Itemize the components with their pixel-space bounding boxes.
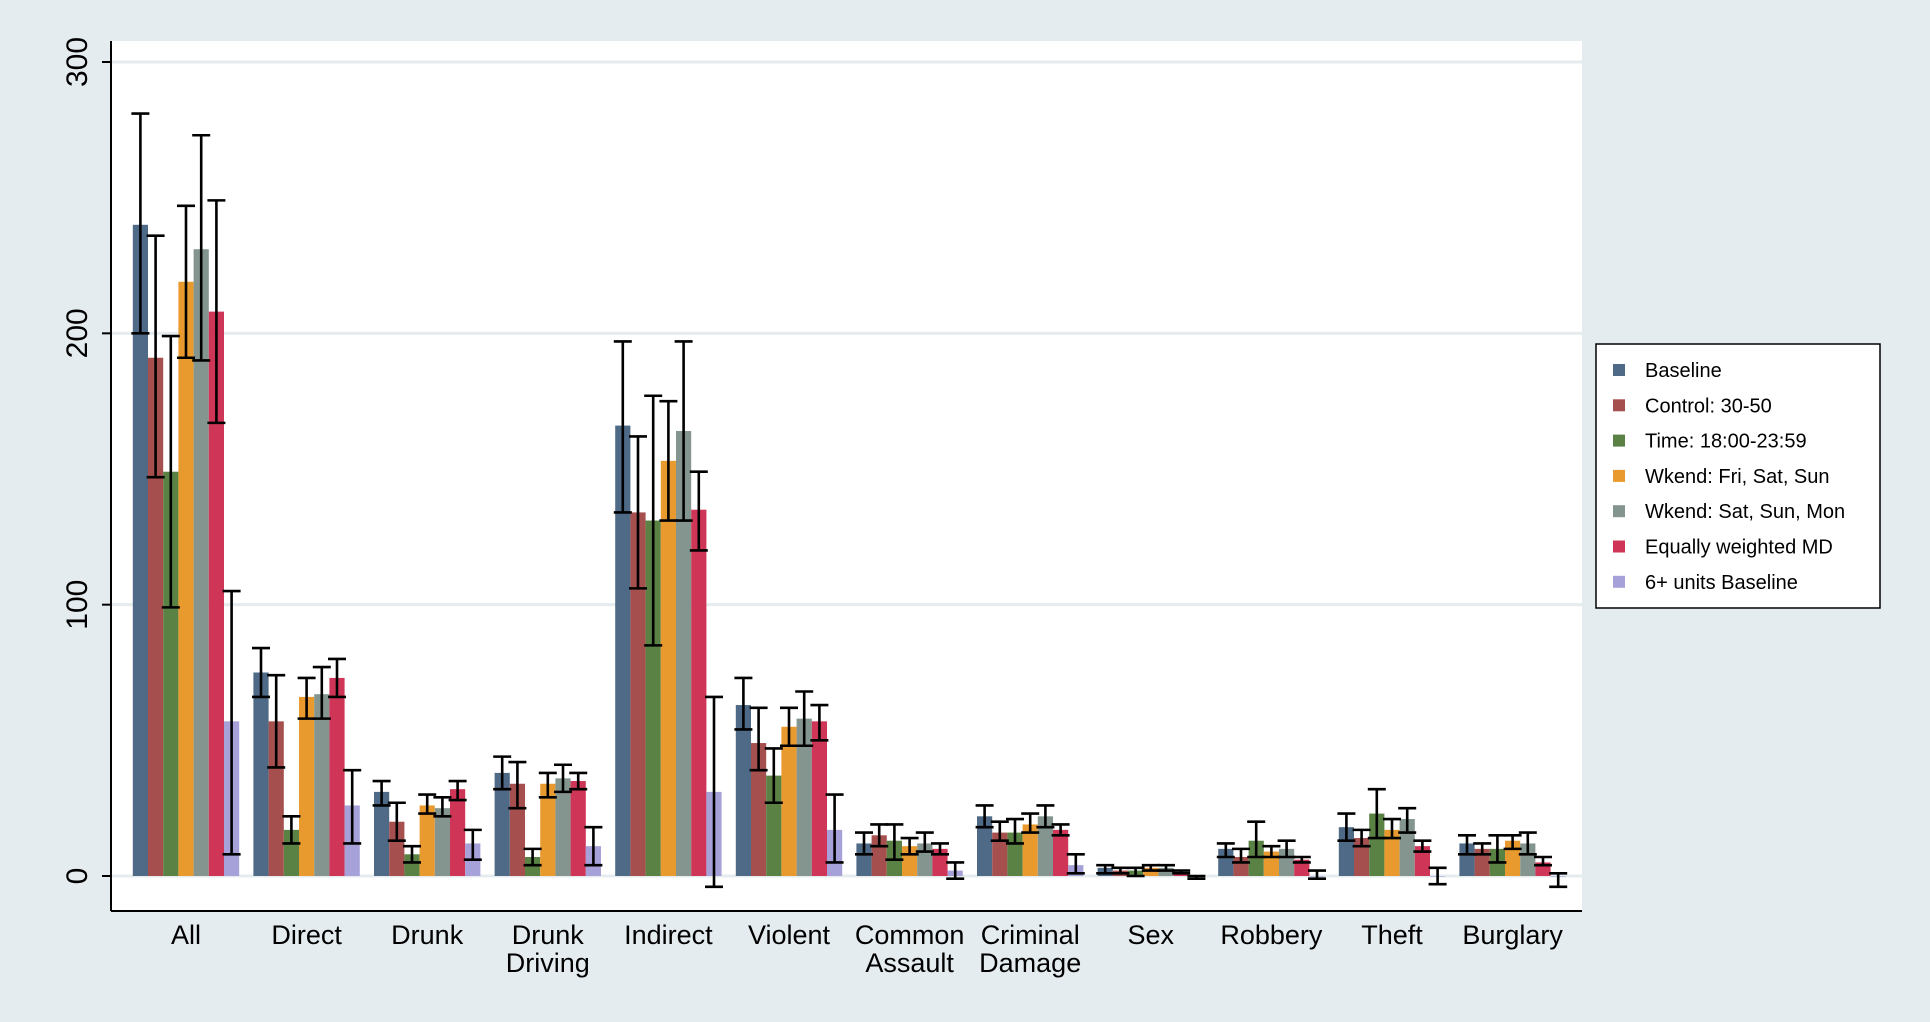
legend-label: Equally weighted MD [1645,537,1833,559]
bar [1369,813,1385,876]
bar [1037,816,1053,876]
bar [178,281,194,876]
bar [419,805,435,876]
x-tick-label: Drunk [391,920,464,950]
bar [1053,829,1069,876]
bar [555,778,571,876]
bar [132,224,148,877]
legend-label: 6+ units Baseline [1645,572,1798,594]
bar [268,721,284,876]
x-tick-label: Assault [865,948,954,978]
legend-swatch [1613,469,1625,482]
legend-label: Time: 18:00-23:59 [1645,431,1807,453]
bar [796,718,812,876]
bar [1520,843,1536,876]
plot-region [111,41,1582,911]
bar [1384,829,1400,876]
y-tick-label: 0 [61,868,94,885]
bar [494,772,510,876]
bar [253,672,269,876]
bar [314,694,330,876]
bar [992,832,1008,876]
bar [811,721,827,876]
bars [132,224,1566,877]
bar [509,783,525,876]
bar [404,854,420,876]
bar [691,509,707,876]
legend-swatch [1613,575,1625,588]
x-tick-label: Indirect [624,920,713,950]
bar [1173,873,1189,876]
x-tick-label: Robbery [1220,920,1323,950]
bar [389,821,405,876]
error-bars [131,112,1568,889]
legend: Baseline Control: 30-50 Time: 18:00-23:59 W… [1595,343,1881,609]
bar [570,781,586,876]
bar [525,857,541,876]
legend-swatch [1613,399,1625,412]
bar [751,743,767,876]
bar [977,816,993,876]
bar [1338,827,1354,876]
bar [781,726,797,876]
legend-swatch [1613,364,1625,376]
bar [1354,838,1370,876]
legend-label: Wkend: Sat, Sun, Mon [1645,501,1845,523]
legend-swatch [1613,505,1625,518]
x-tick-label: Sex [1128,920,1175,950]
legend-swatch [1613,434,1625,447]
bar [1414,846,1430,876]
bar [540,783,556,876]
x-tick-label: Direct [271,920,342,950]
x-tick-label: Theft [1361,920,1423,950]
bar [645,520,661,876]
bar [615,425,631,876]
bar [1158,867,1174,876]
bar [329,677,345,876]
bar [1294,859,1310,876]
x-tick-label: Criminal [981,920,1080,950]
bar [208,311,224,876]
x-tick-label: Violent [748,920,831,950]
bar [283,829,299,876]
x-tick-label: Drunk [512,920,585,950]
y-tick-label: 100 [61,580,94,630]
legend-label: Baseline [1645,360,1722,382]
bar [450,789,466,876]
x-tick-label: Burglary [1462,920,1563,950]
bar [676,431,692,876]
bar [932,848,948,876]
legend-label: Wkend: Fri, Sat, Sun [1645,466,1830,488]
y-tick-label: 300 [61,37,94,87]
bar [1279,848,1295,876]
bar [374,791,390,876]
bar [1248,840,1264,876]
bar [434,808,450,876]
bar [299,696,315,876]
legend-swatch [1613,540,1625,553]
x-tick-label: Common [855,920,965,950]
bar [735,705,751,876]
bar [1022,824,1038,876]
bar [1143,867,1159,876]
y-tick-label: 200 [61,308,94,358]
bar [193,249,209,877]
bar [856,843,872,876]
bar [148,357,164,877]
x-tick-label: Driving [506,948,590,978]
legend-label: Control: 30-50 [1645,395,1772,417]
bar [163,471,179,876]
bar [630,512,646,876]
legend-box [1595,343,1881,609]
bar [660,460,676,876]
bar [1459,843,1475,876]
bar [766,775,782,876]
x-tick-label: Damage [979,948,1081,978]
x-tick-label: All [171,920,201,950]
bar [1474,848,1490,876]
bar [1218,848,1234,876]
